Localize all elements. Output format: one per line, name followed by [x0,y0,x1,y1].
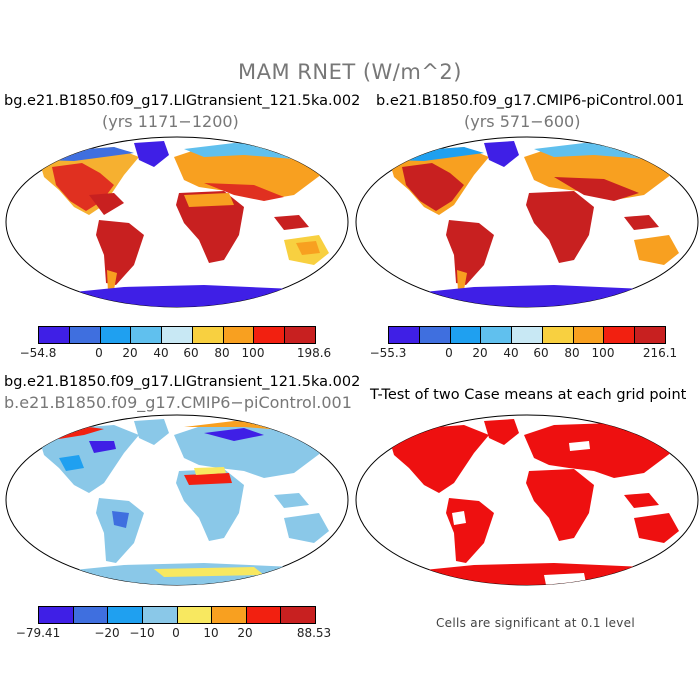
colorbar-tick-label: 20 [122,346,138,360]
main-title: MAM RNET (W/m^2) [238,60,462,84]
colorbar-swatch [419,327,451,343]
colorbar-swatch [39,327,70,343]
colorbar-tick-label: 198.6 [296,346,332,360]
panel1-title: bg.e21.B1850.f09_g17.LIGtransient_121.5k… [4,93,361,109]
colorbar-tick-label: 20 [237,626,253,640]
colorbar-tick-label: −55.3 [369,346,407,360]
panel3-subtitle: b.e21.B1850.f09_g17.CMIP6−piControl.001 [4,393,352,412]
colorbar-swatch [212,607,247,623]
colorbar-swatch [39,607,74,623]
colorbar-swatch [192,327,224,343]
colorbar-swatch [69,327,101,343]
colorbar-tick-label: 40 [153,346,169,360]
colorbar-swatch [223,327,255,343]
colorbar-swatch [177,607,213,623]
colorbar-tick-label: −10 [129,626,155,640]
panel2-subtitle: (yrs 571−600) [464,112,581,131]
colorbar-tick-label: 88.53 [296,626,332,640]
colorbar-tick-label: 10 [203,626,219,640]
colorbar-swatch [281,607,315,623]
colorbar-tick-label: 100 [241,346,265,360]
colorbar-tick-label: −54.8 [19,346,57,360]
colorbar-tick-label: 0 [172,626,180,640]
colorbar-swatch [246,607,282,623]
colorbar-swatch [450,327,482,343]
colorbar-swatch [162,327,193,343]
panel3-colorbar [38,606,316,624]
panel2-title: b.e21.B1850.f09_g17.CMIP6-piControl.001 [376,93,685,109]
panel1-subtitle: (yrs 1171−1200) [102,112,239,131]
colorbar-swatch [542,327,574,343]
colorbar-swatch [131,327,163,343]
colorbar-swatch [604,327,636,343]
panel3-title: bg.e21.B1850.f09_g17.LIGtransient_121.5k… [4,374,361,390]
colorbar-swatch [108,607,143,623]
colorbar-swatch [635,327,666,343]
panel4-title: T-Test of two Case means at each grid po… [370,387,687,403]
panel1-colorbar [38,326,316,344]
panel3-map [5,414,349,586]
colorbar-tick-label: 60 [533,346,549,360]
panel4-map [355,414,699,586]
colorbar-swatch [512,327,543,343]
colorbar-tick-label: 216.1 [642,346,678,360]
panel2-map [355,136,699,308]
colorbar-swatch [573,327,605,343]
colorbar-swatch [100,327,132,343]
significance-note: Cells are significant at 0.1 level [436,616,636,630]
colorbar-tick-label: 100 [591,346,615,360]
colorbar-tick-label: 0 [95,346,103,360]
colorbar-tick-label: −79.41 [15,626,61,640]
colorbar-tick-label: 0 [445,346,453,360]
colorbar-tick-label: 40 [503,346,519,360]
colorbar-tick-label: 60 [183,346,199,360]
colorbar-tick-label: 20 [472,346,488,360]
colorbar-swatch [254,327,286,343]
colorbar-swatch [142,607,178,623]
colorbar-tick-label: 80 [564,346,580,360]
colorbar-tick-label: 80 [214,346,230,360]
colorbar-swatch [481,327,513,343]
colorbar-swatch [285,327,316,343]
panel2-colorbar [388,326,666,344]
colorbar-swatch [389,327,420,343]
colorbar-tick-label: −20 [94,626,120,640]
panel1-map [5,136,349,308]
colorbar-swatch [73,607,109,623]
